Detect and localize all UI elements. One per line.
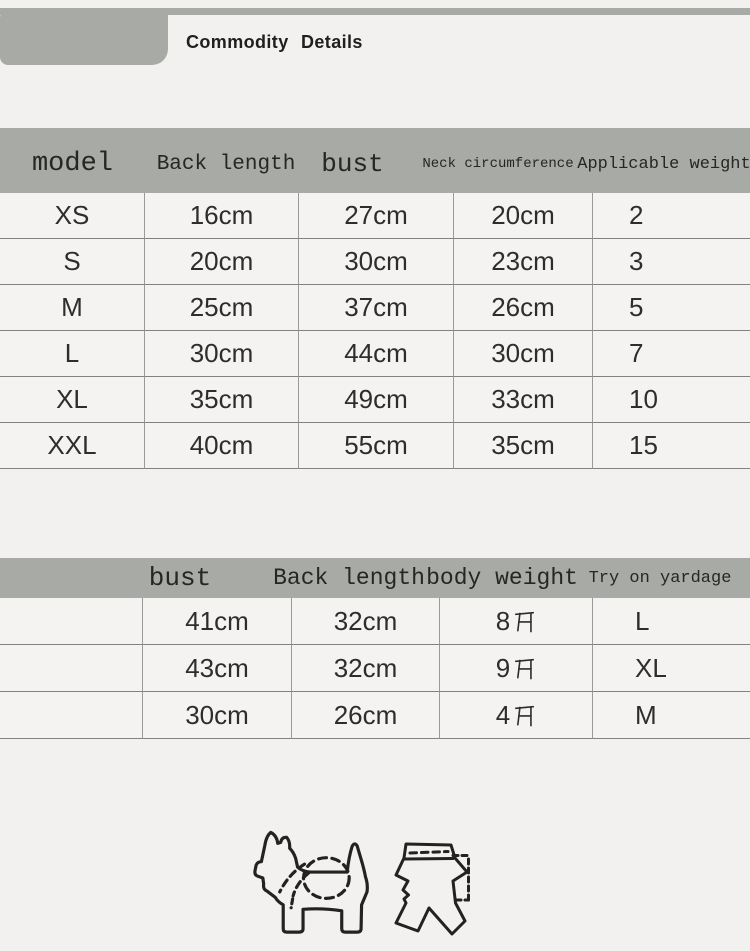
jin-unit-glyph [513,608,536,634]
size-cell: 23cm [454,239,593,285]
col-header-bust: bust [321,149,384,179]
size-cell: M [0,285,145,331]
size-cell: S [0,239,145,285]
details-tab[interactable] [0,8,168,65]
size-cell: 30cm [299,239,454,285]
col-header-bust-2: bust [148,563,212,593]
size-cell: 49cm [299,377,454,423]
size-cell: 20cm [145,239,299,285]
fit-cell: 26cm [292,692,440,739]
size-cell: 5 [593,285,750,331]
size-cell: 3 [593,239,750,285]
size-cell: 2 [593,193,750,239]
size-cell: 44cm [299,331,454,377]
top-bar [0,8,750,15]
size-cell: 55cm [299,423,454,469]
size-cell: 30cm [454,331,593,377]
weight-value: 9 [495,652,511,683]
col-header-back-length: Back length [156,152,296,176]
garment-pattern-icon [389,839,474,939]
fit-cell: 8 [440,598,593,645]
fit-cell: XL [593,645,750,692]
size-cell: 33cm [454,377,593,423]
size-cell: 10 [593,377,750,423]
fit-cell: 32cm [292,598,440,645]
fit-cell: 30cm [143,692,292,739]
size-cell: 37cm [299,285,454,331]
col-header-weight: Applicable weight [577,154,750,174]
fit-table: 41cm 32cm 8 L 43cm 32cm 9 XL 30cm 26cm [0,598,750,739]
fit-cell-empty [0,692,143,739]
fit-cell: 4 [440,692,593,739]
size-cell: 27cm [299,193,454,239]
fit-cell-empty [0,645,143,692]
fit-cell: 43cm [143,645,292,692]
col-header-neck: Neck circumference [422,156,574,172]
size-cell: 35cm [145,377,299,423]
col-header-body-weight: body weight [426,565,578,591]
size-cell: 16cm [145,193,299,239]
col-header-back-length-2: Back length [273,565,425,591]
size-cell: 7 [593,331,750,377]
fit-cell: 32cm [292,645,440,692]
weight-value: 8 [495,605,511,636]
size-table-header: model Back length bust Neck circumferenc… [0,128,750,193]
size-cell: 30cm [145,331,299,377]
size-cell: L [0,331,145,377]
col-header-model: model [31,149,113,179]
jin-unit-glyph [513,655,536,681]
size-cell: XS [0,193,145,239]
size-cell: 15 [593,423,750,469]
size-cell: XL [0,377,145,423]
size-cell: 26cm [454,285,593,331]
size-cell: 35cm [454,423,593,469]
fit-cell: 9 [440,645,593,692]
size-cell: 20cm [454,193,593,239]
jin-unit-glyph [513,702,536,728]
page-title: Commodity Details [186,32,363,52]
fit-cell: 41cm [143,598,292,645]
dog-outline-icon [247,828,371,938]
size-cell: 25cm [145,285,299,331]
size-cell: XXL [0,423,145,469]
weight-value: 4 [495,699,511,730]
col-header-try-on: Try on yardage [588,568,732,588]
fit-table-header: bust Back length body weight Try on yard… [0,558,750,598]
fit-cell-empty [0,598,143,645]
size-table: XS 16cm 27cm 20cm 2 S 20cm 30cm 23cm 3 M… [0,193,750,469]
size-cell: 40cm [145,423,299,469]
fit-cell: M [593,692,750,739]
fit-cell: L [593,598,750,645]
